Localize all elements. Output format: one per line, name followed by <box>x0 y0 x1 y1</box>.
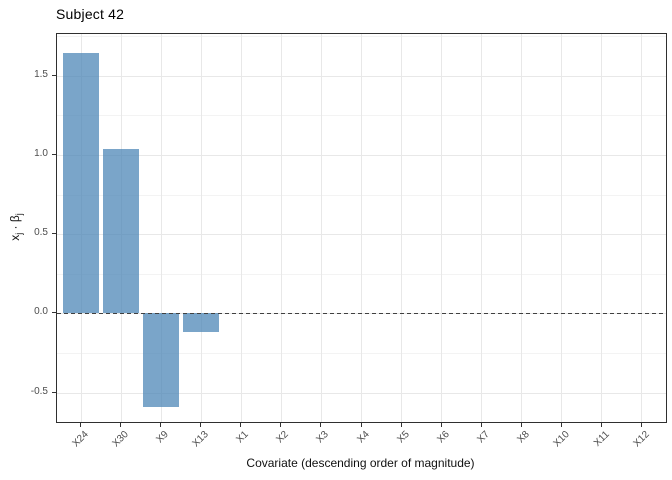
vertical-gridline <box>160 34 162 422</box>
x-tick-mark <box>160 423 162 427</box>
x-tick-mark <box>600 423 602 427</box>
y-tick-mark <box>52 312 56 314</box>
vertical-gridline <box>240 34 242 422</box>
x-tick-mark <box>200 423 202 427</box>
x-tick-mark <box>440 423 442 427</box>
bar <box>63 53 100 314</box>
y-tick-label: 0.5 <box>34 227 48 239</box>
y-tick-label: 1.0 <box>34 147 48 159</box>
y-title-coef-subscript: j <box>14 213 25 216</box>
chart-title: Subject 42 <box>56 6 125 22</box>
x-tick-mark <box>120 423 122 427</box>
zero-reference-line <box>57 313 666 315</box>
y-tick-mark <box>52 391 56 393</box>
x-tick-mark <box>400 423 402 427</box>
y-title-coef: β <box>7 215 22 223</box>
x-tick-mark <box>280 423 282 427</box>
x-tick-mark <box>520 423 522 427</box>
vertical-gridline <box>521 34 523 422</box>
x-tick-mark <box>480 423 482 427</box>
vertical-gridline <box>280 34 282 422</box>
x-tick-mark <box>240 423 242 427</box>
bar <box>103 148 140 314</box>
vertical-gridline <box>441 34 443 422</box>
vertical-gridline <box>361 34 362 422</box>
vertical-gridline <box>200 34 202 422</box>
bar <box>183 313 220 333</box>
vertical-gridline <box>641 34 643 422</box>
plot-panel <box>56 33 667 423</box>
y-tick-mark <box>52 233 56 235</box>
bar <box>143 313 180 407</box>
x-tick-mark <box>360 423 362 427</box>
y-tick-label: -0.5 <box>30 385 48 397</box>
x-axis-title: Covariate (descending order of magnitude… <box>246 456 475 470</box>
vertical-gridline <box>401 34 403 422</box>
x-tick-mark <box>640 423 642 427</box>
x-tick-mark <box>560 423 562 427</box>
vertical-gridline <box>481 34 483 422</box>
y-tick-mark <box>52 74 56 76</box>
y-tick-label: 1.5 <box>34 68 48 80</box>
x-tick-mark <box>80 423 82 427</box>
vertical-gridline <box>320 34 322 422</box>
vertical-gridline <box>561 34 563 422</box>
y-tick-mark <box>52 153 56 155</box>
x-tick-mark <box>320 423 322 427</box>
vertical-gridline <box>601 34 603 422</box>
y-tick-label: 0.0 <box>34 306 48 318</box>
